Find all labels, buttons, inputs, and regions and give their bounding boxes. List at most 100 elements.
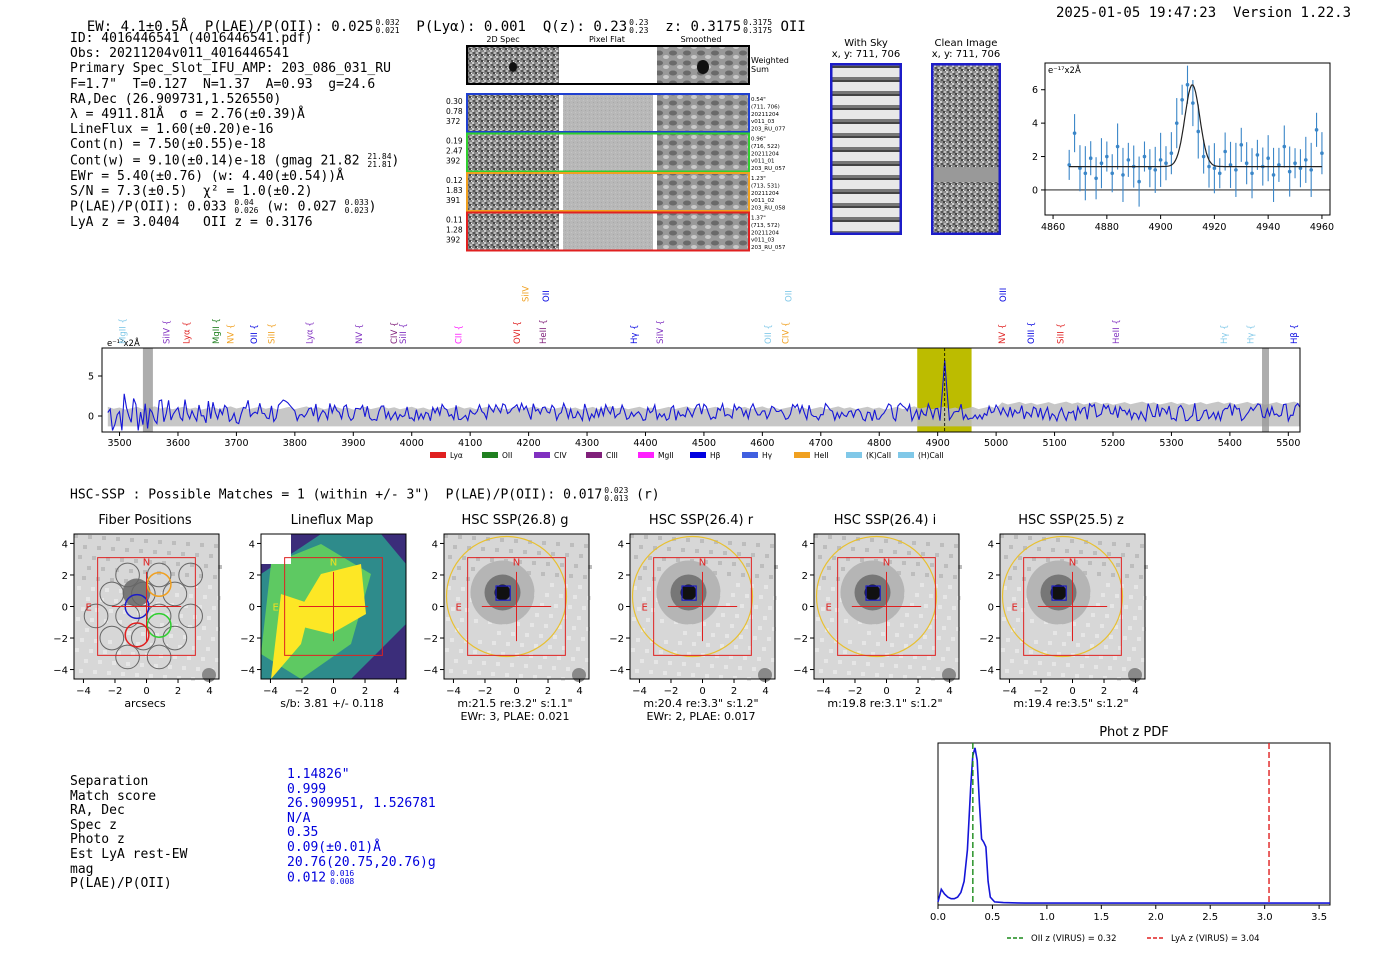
cutout-noise — [172, 541, 176, 545]
match-value: 0.35 — [287, 825, 319, 841]
cutout-noise — [1100, 624, 1104, 628]
cutout-noise — [711, 633, 715, 637]
with-sky-image — [830, 63, 902, 235]
match-value: 0.999 — [287, 781, 327, 797]
fiber-circle-green — [146, 612, 172, 638]
cutout-noise — [581, 637, 585, 641]
cutout-noise — [715, 654, 719, 658]
cutout-noise — [914, 624, 918, 628]
spectrum-ytick-label: 5 — [88, 372, 94, 383]
hsc-panel-image: N E 4 −4 2 −2 0 0 −2 2 −4 4 — [609, 533, 778, 697]
cutout-noise — [1127, 657, 1131, 661]
legend-swatch — [482, 452, 498, 458]
cutout-noise — [459, 649, 463, 653]
header-right: 2025-01-05 19:47:23 Version 1.22.3 — [1056, 5, 1351, 21]
zoom-xtick-label: 4900 — [1149, 222, 1173, 233]
panel-xtick-label: 2 — [731, 686, 737, 697]
cutout-noise — [553, 635, 557, 639]
cutout-noise — [924, 604, 928, 608]
cutout-noise — [1029, 650, 1033, 654]
hsc-panel-title: HSC SSP(26.4) i — [833, 513, 937, 528]
cutout-noise — [1033, 671, 1037, 675]
cutout-noise — [734, 645, 738, 649]
galaxy-ellipse — [631, 535, 754, 658]
row-detail: 203_RU_057 — [751, 166, 786, 172]
panel-xtick-label: 4 — [393, 686, 399, 697]
match-value: 26.909951, 1.526781 — [287, 796, 436, 812]
cutout-noise — [510, 663, 514, 667]
cutout-noise — [496, 662, 500, 666]
cutout-noise — [1141, 658, 1145, 662]
cutout-noise — [889, 674, 893, 678]
cutout-noise — [566, 667, 570, 671]
zoom-point — [1174, 121, 1179, 125]
hsc-panel-image: N E 4 −4 2 −2 0 0 −2 2 −4 4 — [240, 533, 407, 697]
spectrum-xtick-label: 3700 — [224, 438, 248, 449]
cutout-noise — [116, 537, 120, 541]
panel-xtick-label: 0 — [883, 686, 889, 697]
panel-ytick-label: 2 — [802, 571, 808, 582]
cutout-noise — [154, 664, 158, 668]
panel-xtick-label: −2 — [478, 686, 493, 697]
match-label: Match score — [70, 788, 157, 804]
cutout-noise — [461, 587, 465, 591]
cutout-noise — [1016, 618, 1020, 622]
zoom-point — [1137, 179, 1141, 184]
cutout-noise — [1008, 576, 1012, 580]
row-detail: 1.37" — [751, 216, 766, 222]
cutout-noise — [120, 558, 124, 562]
cutout-noise — [214, 544, 218, 548]
zoom-point — [1078, 166, 1082, 171]
hsc-panel-caption: m:19.4 re:3.5" s:1.2" — [1013, 697, 1129, 710]
zoom-point — [1158, 158, 1163, 162]
fiber-circle — [146, 562, 172, 588]
cutout-noise — [86, 597, 90, 601]
header-qz-bounds: 0.23 0.23 — [629, 18, 649, 35]
cutout-noise — [751, 553, 755, 557]
cutout-noise — [1093, 551, 1097, 555]
cutout-noise — [1012, 597, 1016, 601]
cutout-noise — [951, 637, 955, 641]
cutout-noise — [162, 561, 166, 565]
cutout-noise — [697, 632, 701, 636]
cutout-noise — [713, 571, 717, 575]
photz-title: Phot z PDF — [1099, 725, 1169, 740]
cutout-noise — [743, 656, 747, 660]
cutout-noise — [570, 543, 574, 547]
cutout-noise — [763, 616, 767, 620]
cutout-noise — [84, 659, 88, 663]
cutout-noise — [657, 567, 661, 571]
cutout-noise — [900, 623, 904, 627]
cutout-noise — [1037, 547, 1041, 551]
cutout-noise — [741, 573, 745, 577]
cutout-noise — [92, 556, 96, 560]
cutout-noise — [535, 613, 539, 617]
cutout-noise — [862, 641, 866, 645]
cutout-noise — [1052, 662, 1056, 666]
cutout-noise — [826, 597, 830, 601]
hsc-panel-caption-2: EWr: 2, PLAE: 0.017 — [646, 710, 756, 723]
cutout-noise — [523, 550, 527, 554]
cutout-noise — [474, 619, 478, 623]
cutout-noise — [1118, 646, 1122, 650]
info-lya-z: LyA z = 3.0404 OII z = 0.3176 — [70, 215, 313, 231]
cutout-noise — [559, 594, 563, 598]
zoom-point — [1083, 171, 1088, 176]
cutout-noise — [1139, 575, 1143, 579]
cutout-noise — [1070, 539, 1074, 543]
row-detail: 0.54" — [751, 97, 766, 103]
cutout-noise — [527, 571, 531, 575]
cutout-noise — [110, 578, 114, 582]
cutout-noise — [638, 576, 642, 580]
zoom-ytick-label: 0 — [1032, 185, 1038, 196]
cutout-noise — [196, 667, 200, 671]
cutout-noise — [108, 640, 112, 644]
cutout-noise — [852, 661, 856, 665]
cutout-noise — [1089, 675, 1093, 679]
panel-ytick-label: −2 — [423, 634, 438, 645]
cutout-noise — [150, 643, 154, 647]
cutout-noise — [1021, 608, 1025, 612]
cutout-noise — [118, 620, 122, 624]
row-detail: 203_RU_057 — [751, 245, 786, 251]
